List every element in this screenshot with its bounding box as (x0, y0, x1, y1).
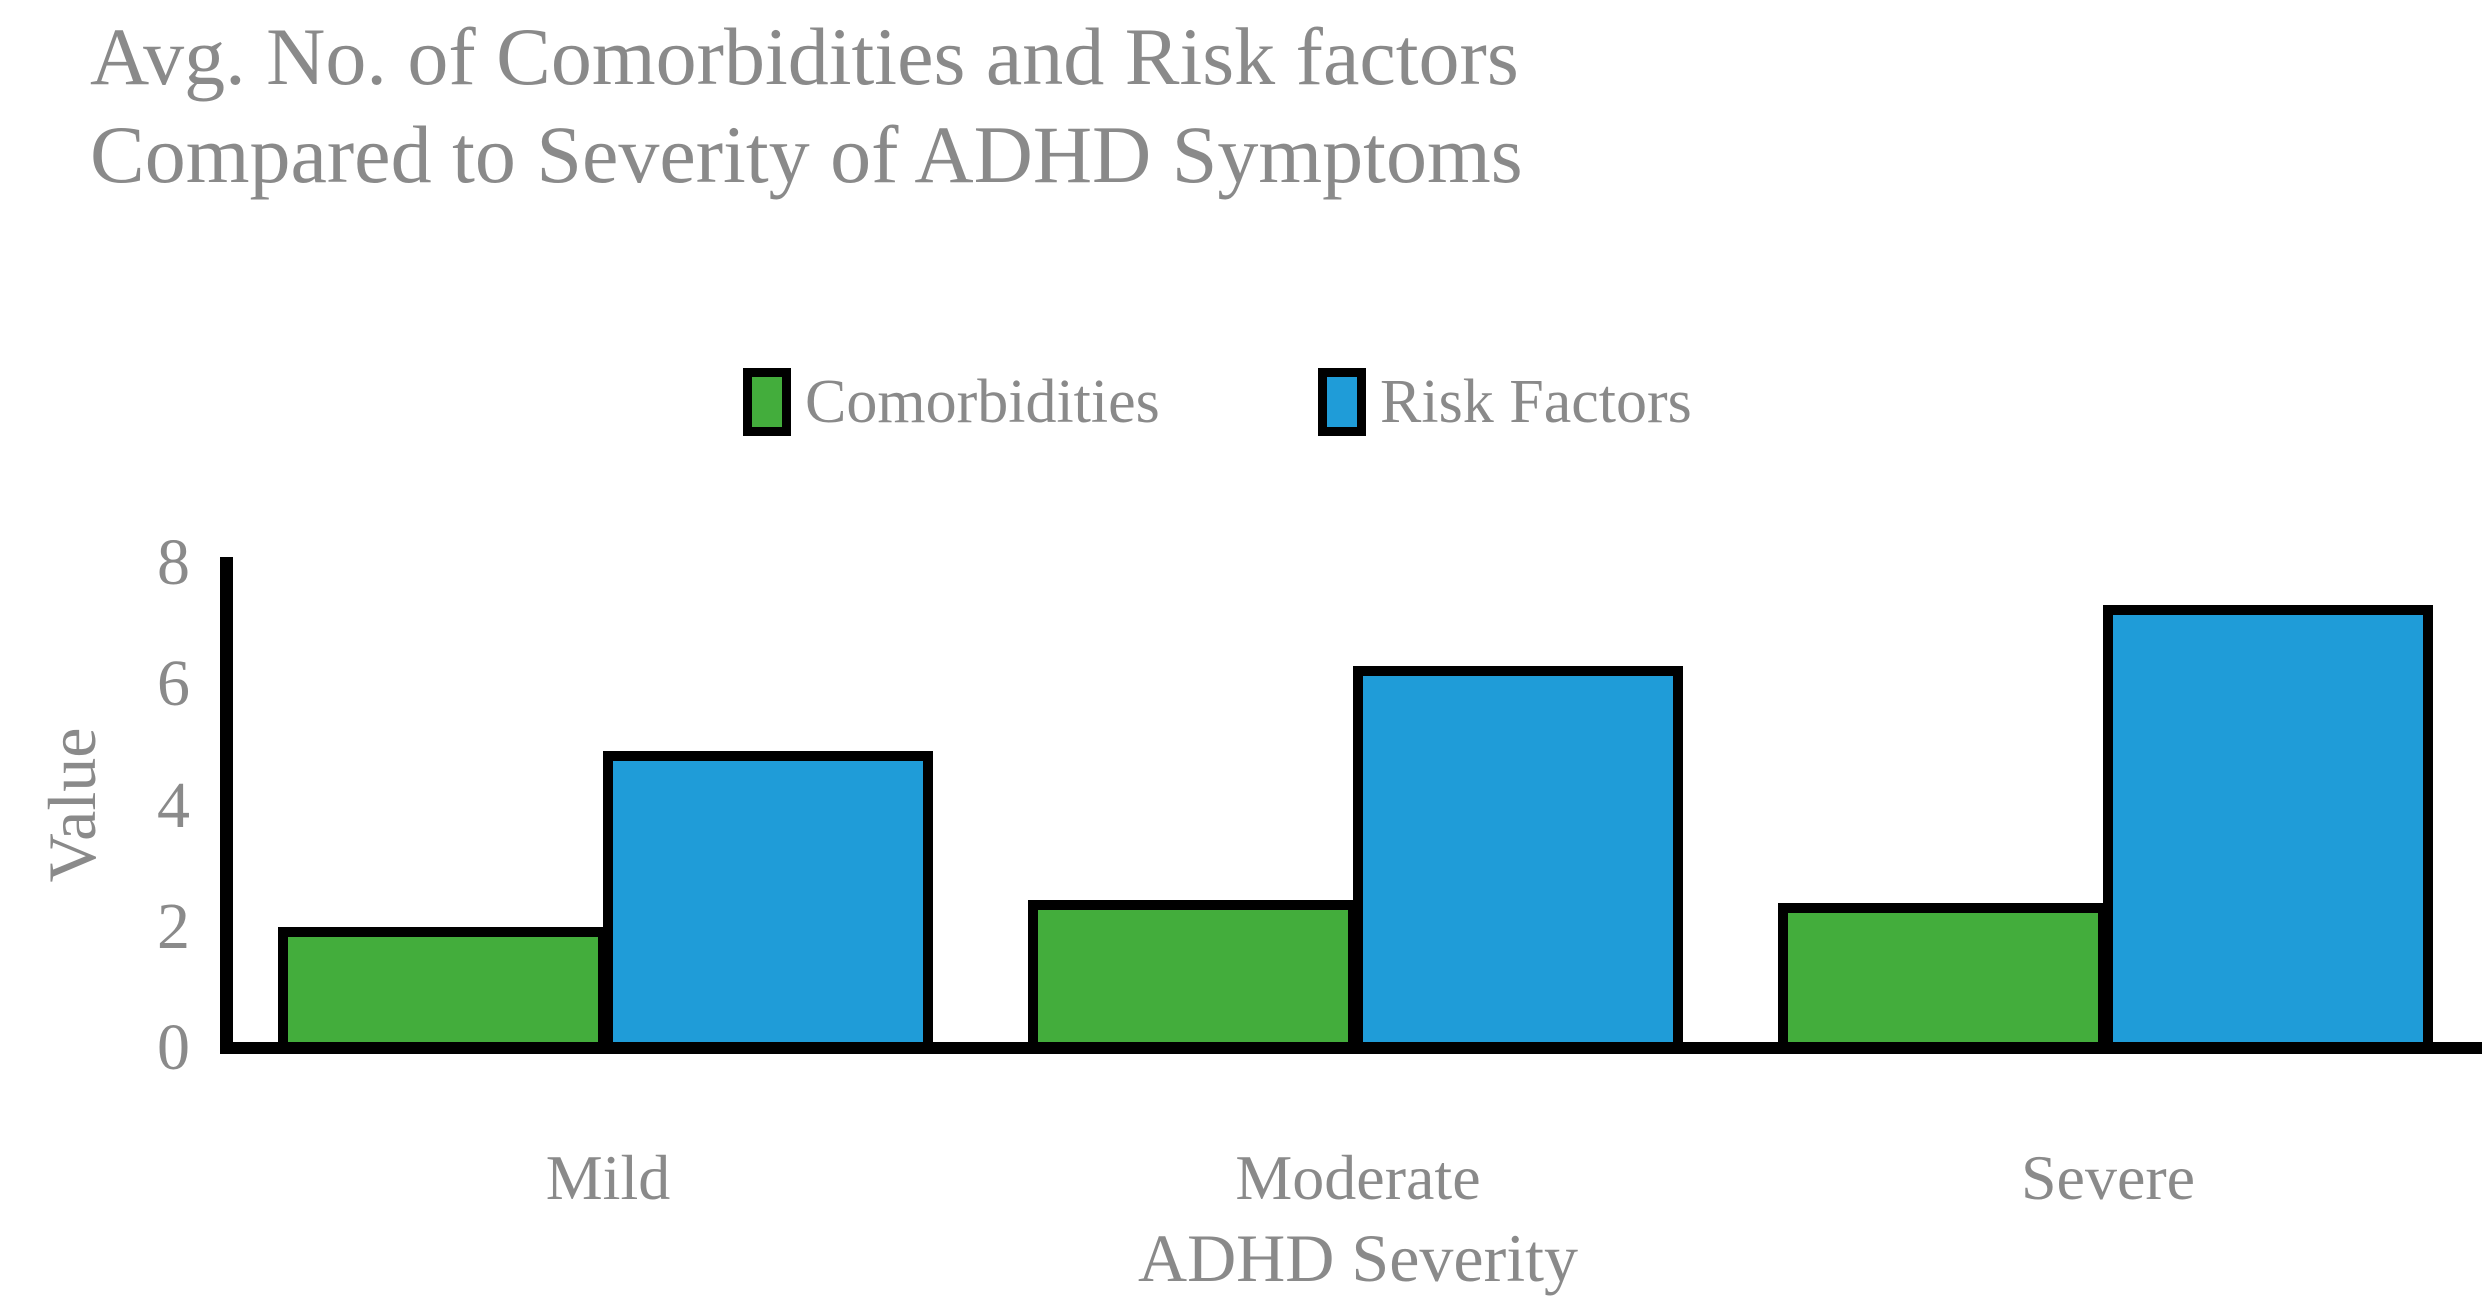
bar-severe-comorbidities (1778, 903, 2108, 1042)
legend-swatch-risk-factors (1318, 368, 1366, 436)
y-axis-line (220, 557, 233, 1054)
y-tick-label-6: 6 (157, 647, 190, 721)
bar-moderate-risk-factors (1353, 666, 1683, 1042)
bar-moderate-comorbidities (1028, 900, 1358, 1042)
legend-item-risk-factors: Risk Factors (1318, 362, 1692, 442)
bar-mild-comorbidities (278, 927, 608, 1042)
y-tick-label-2: 2 (157, 889, 190, 963)
x-tick-label-severe: Severe (2020, 1142, 2196, 1213)
x-axis-line (220, 1042, 2482, 1054)
legend-swatch-comorbidities (743, 368, 791, 436)
legend: Comorbidities Risk Factors (0, 362, 2491, 442)
chart-title-line-1: Avg. No. of Comorbidities and Risk facto… (90, 11, 1519, 102)
bar-mild-risk-factors (603, 751, 933, 1042)
y-tick-label-4: 4 (157, 768, 190, 842)
y-tick-label-0: 0 (157, 1011, 190, 1084)
legend-item-comorbidities: Comorbidities (743, 362, 1160, 442)
x-tick-label-mild: Mild (545, 1142, 671, 1213)
legend-label-comorbidities: Comorbidities (805, 367, 1160, 436)
chart-title: Avg. No. of Comorbidities and Risk facto… (90, 8, 1523, 204)
x-axis-title: ADHD Severity (1137, 1220, 1579, 1296)
x-tick-label-moderate: Moderate (1235, 1142, 1481, 1213)
legend-label-risk-factors: Risk Factors (1380, 367, 1692, 436)
y-tick-label-8: 8 (157, 526, 190, 599)
bar-severe-risk-factors (2103, 605, 2433, 1042)
chart-title-line-2: Compared to Severity of ADHD Symptoms (90, 109, 1523, 200)
